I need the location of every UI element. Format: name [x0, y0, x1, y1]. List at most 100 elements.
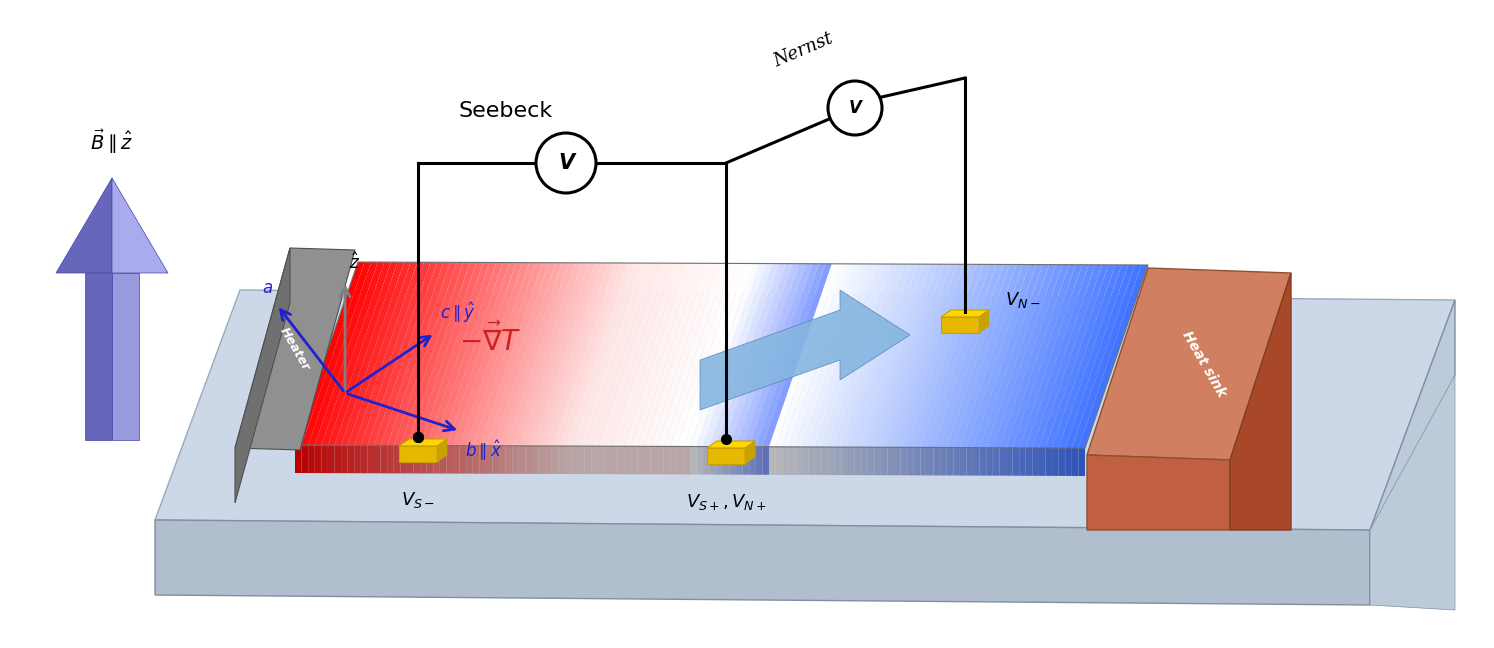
Polygon shape — [644, 263, 714, 446]
Polygon shape — [690, 264, 759, 446]
Polygon shape — [399, 446, 438, 462]
Polygon shape — [368, 445, 374, 473]
Polygon shape — [1005, 264, 1076, 448]
Polygon shape — [1005, 448, 1013, 476]
Polygon shape — [1065, 448, 1071, 476]
Text: V: V — [557, 153, 574, 173]
Polygon shape — [584, 263, 654, 446]
Polygon shape — [934, 447, 940, 476]
Text: Heater: Heater — [278, 325, 312, 373]
Polygon shape — [605, 263, 674, 446]
Polygon shape — [617, 446, 624, 474]
Polygon shape — [677, 446, 683, 474]
Polygon shape — [526, 446, 532, 474]
Polygon shape — [381, 445, 387, 473]
Polygon shape — [572, 263, 641, 446]
Polygon shape — [480, 446, 486, 474]
Polygon shape — [808, 264, 878, 447]
Polygon shape — [538, 446, 545, 474]
Polygon shape — [399, 439, 447, 446]
Polygon shape — [967, 264, 1035, 448]
Polygon shape — [335, 262, 403, 445]
Polygon shape — [941, 317, 979, 333]
Polygon shape — [816, 264, 884, 447]
Polygon shape — [302, 262, 371, 445]
Text: $V_{S+}, V_{N+}$: $V_{S+}, V_{N+}$ — [686, 492, 766, 512]
Polygon shape — [789, 447, 795, 475]
Polygon shape — [592, 263, 660, 446]
Polygon shape — [354, 445, 362, 473]
Polygon shape — [112, 273, 139, 440]
Polygon shape — [1013, 448, 1019, 476]
Polygon shape — [710, 446, 716, 474]
Polygon shape — [394, 445, 400, 474]
Polygon shape — [420, 445, 427, 474]
Polygon shape — [704, 446, 710, 474]
Polygon shape — [315, 445, 321, 473]
Polygon shape — [979, 310, 989, 333]
Polygon shape — [321, 445, 327, 473]
Polygon shape — [460, 262, 529, 446]
Polygon shape — [486, 446, 493, 474]
Polygon shape — [1013, 265, 1082, 448]
Polygon shape — [512, 263, 581, 446]
Polygon shape — [657, 263, 726, 446]
Polygon shape — [808, 447, 816, 475]
Polygon shape — [769, 264, 838, 447]
Polygon shape — [598, 263, 668, 446]
Polygon shape — [743, 446, 750, 475]
Polygon shape — [624, 446, 630, 474]
Polygon shape — [624, 263, 693, 446]
Polygon shape — [716, 446, 723, 474]
Polygon shape — [294, 445, 302, 473]
Polygon shape — [630, 263, 701, 446]
Polygon shape — [505, 263, 575, 446]
Polygon shape — [973, 448, 980, 476]
Polygon shape — [302, 445, 308, 473]
Polygon shape — [696, 446, 704, 474]
Polygon shape — [947, 448, 953, 476]
Polygon shape — [315, 262, 384, 445]
Polygon shape — [841, 447, 849, 475]
Text: $-\vec{\nabla}T$: $-\vec{\nabla}T$ — [459, 323, 521, 357]
Polygon shape — [406, 445, 414, 474]
Polygon shape — [650, 263, 720, 446]
Polygon shape — [973, 264, 1043, 448]
Polygon shape — [362, 445, 368, 473]
Text: Heat sink: Heat sink — [1179, 329, 1228, 400]
Polygon shape — [901, 447, 907, 476]
Polygon shape — [795, 264, 865, 447]
Polygon shape — [381, 262, 450, 445]
Polygon shape — [783, 447, 789, 475]
Polygon shape — [400, 445, 406, 474]
Polygon shape — [584, 446, 592, 474]
Polygon shape — [690, 446, 696, 474]
Polygon shape — [1046, 448, 1052, 476]
Polygon shape — [308, 445, 315, 473]
Polygon shape — [671, 264, 740, 446]
Polygon shape — [155, 290, 1455, 530]
Polygon shape — [1038, 265, 1109, 448]
Polygon shape — [849, 447, 855, 475]
Polygon shape — [769, 447, 775, 475]
Polygon shape — [704, 264, 772, 446]
Polygon shape — [934, 264, 1002, 448]
Polygon shape — [321, 262, 391, 445]
Polygon shape — [849, 264, 917, 447]
Polygon shape — [559, 263, 627, 446]
Polygon shape — [433, 446, 439, 474]
Polygon shape — [466, 262, 536, 446]
Polygon shape — [855, 447, 861, 475]
Polygon shape — [828, 447, 835, 475]
Polygon shape — [994, 264, 1062, 448]
Polygon shape — [1032, 265, 1103, 448]
Polygon shape — [512, 446, 518, 474]
Polygon shape — [716, 264, 786, 446]
Polygon shape — [868, 447, 874, 475]
Polygon shape — [822, 264, 892, 447]
Polygon shape — [775, 264, 846, 447]
Polygon shape — [453, 446, 460, 474]
Polygon shape — [341, 262, 411, 445]
Polygon shape — [447, 262, 515, 446]
Polygon shape — [572, 446, 578, 474]
